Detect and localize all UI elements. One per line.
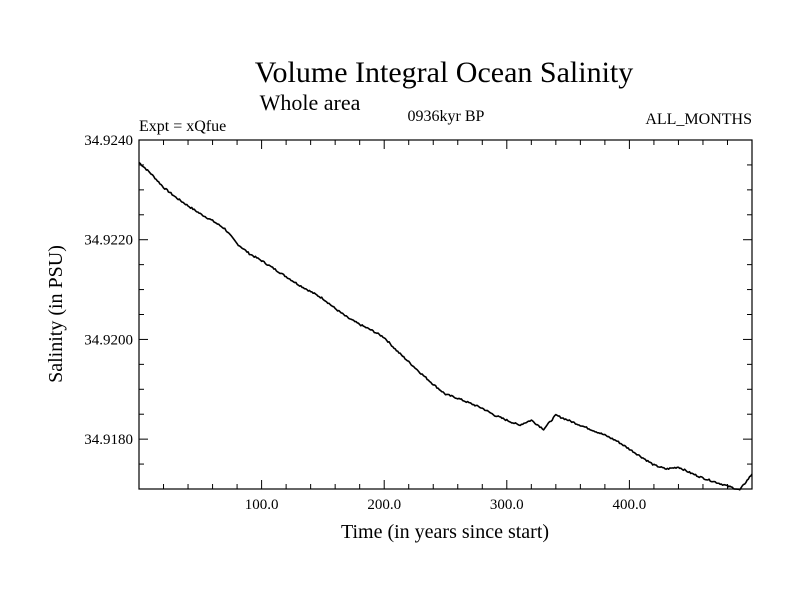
- y-tick-label: 34.9180: [84, 432, 133, 448]
- months-label: ALL_MONTHS: [645, 111, 752, 128]
- period-label: 0936kyr BP: [408, 108, 485, 125]
- y-axis-title: Salinity (in PSU): [45, 245, 67, 383]
- plot-frame: [138, 139, 753, 490]
- x-tick-label: 300.0: [490, 497, 524, 513]
- y-tick-label: 34.9240: [84, 133, 133, 149]
- x-tick-label: 200.0: [367, 497, 401, 513]
- x-tick-label: 400.0: [613, 497, 647, 513]
- y-tick-label: 34.9220: [84, 233, 133, 249]
- salinity-series-line: [138, 161, 753, 491]
- experiment-label: Expt = xQfue: [139, 118, 226, 135]
- x-tick-label: 100.0: [245, 497, 279, 513]
- y-axis-labels: 34.9180 34.9200 34.9220 34.9240: [84, 133, 133, 448]
- x-axis-labels: 100.0 200.0 300.0 400.0: [245, 497, 647, 513]
- y-tick-label: 34.9200: [84, 332, 133, 348]
- x-axis-title: Time (in years since start): [341, 521, 549, 543]
- x-axis-ticks: [163, 140, 728, 489]
- y-axis-ticks: [139, 139, 752, 490]
- chart-title: Volume Integral Ocean Salinity: [255, 56, 634, 89]
- chart-subtitle: Whole area: [260, 90, 361, 115]
